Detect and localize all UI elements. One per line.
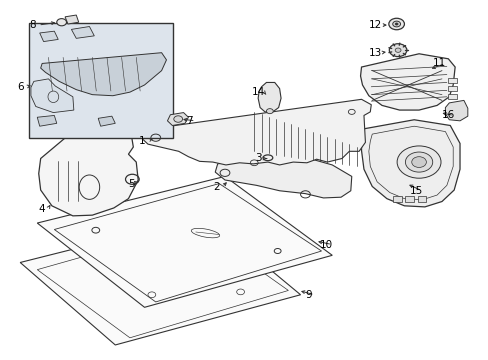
Circle shape [392,21,400,27]
Text: 16: 16 [441,111,454,121]
Polygon shape [447,86,456,91]
Text: 6: 6 [17,82,23,92]
Circle shape [388,44,406,57]
Polygon shape [65,15,79,24]
Polygon shape [39,126,138,216]
Text: 1: 1 [139,136,145,145]
Text: 15: 15 [408,186,422,196]
FancyBboxPatch shape [29,23,172,138]
Text: 3: 3 [254,153,261,163]
Polygon shape [40,31,58,41]
Polygon shape [41,53,166,96]
Text: 5: 5 [128,179,134,189]
Text: 14: 14 [251,87,264,97]
Text: 12: 12 [368,20,381,30]
Text: 11: 11 [432,58,445,68]
Circle shape [405,152,432,172]
Polygon shape [37,176,331,307]
Polygon shape [361,120,459,207]
Circle shape [266,109,273,114]
Polygon shape [258,82,281,112]
Polygon shape [98,116,115,126]
Circle shape [411,157,426,167]
Polygon shape [392,196,401,202]
Polygon shape [417,196,426,202]
Text: 7: 7 [186,116,193,126]
Circle shape [173,116,182,122]
Polygon shape [447,94,456,99]
Polygon shape [37,116,57,126]
Text: 8: 8 [29,20,36,30]
Circle shape [57,19,66,26]
Polygon shape [215,155,351,198]
Circle shape [396,146,440,178]
Text: 13: 13 [368,48,381,58]
Text: 10: 10 [319,239,332,249]
Circle shape [388,18,404,30]
Circle shape [394,23,397,25]
Text: 2: 2 [212,182,219,192]
Polygon shape [118,127,130,135]
Polygon shape [167,113,188,126]
Circle shape [394,48,400,52]
Polygon shape [445,100,467,121]
Polygon shape [20,216,300,345]
Polygon shape [405,196,413,202]
Polygon shape [71,27,94,39]
Polygon shape [31,79,74,113]
Polygon shape [447,78,456,83]
Text: 4: 4 [39,204,45,214]
Polygon shape [141,99,370,165]
Polygon shape [360,54,454,110]
Text: 9: 9 [305,290,311,300]
